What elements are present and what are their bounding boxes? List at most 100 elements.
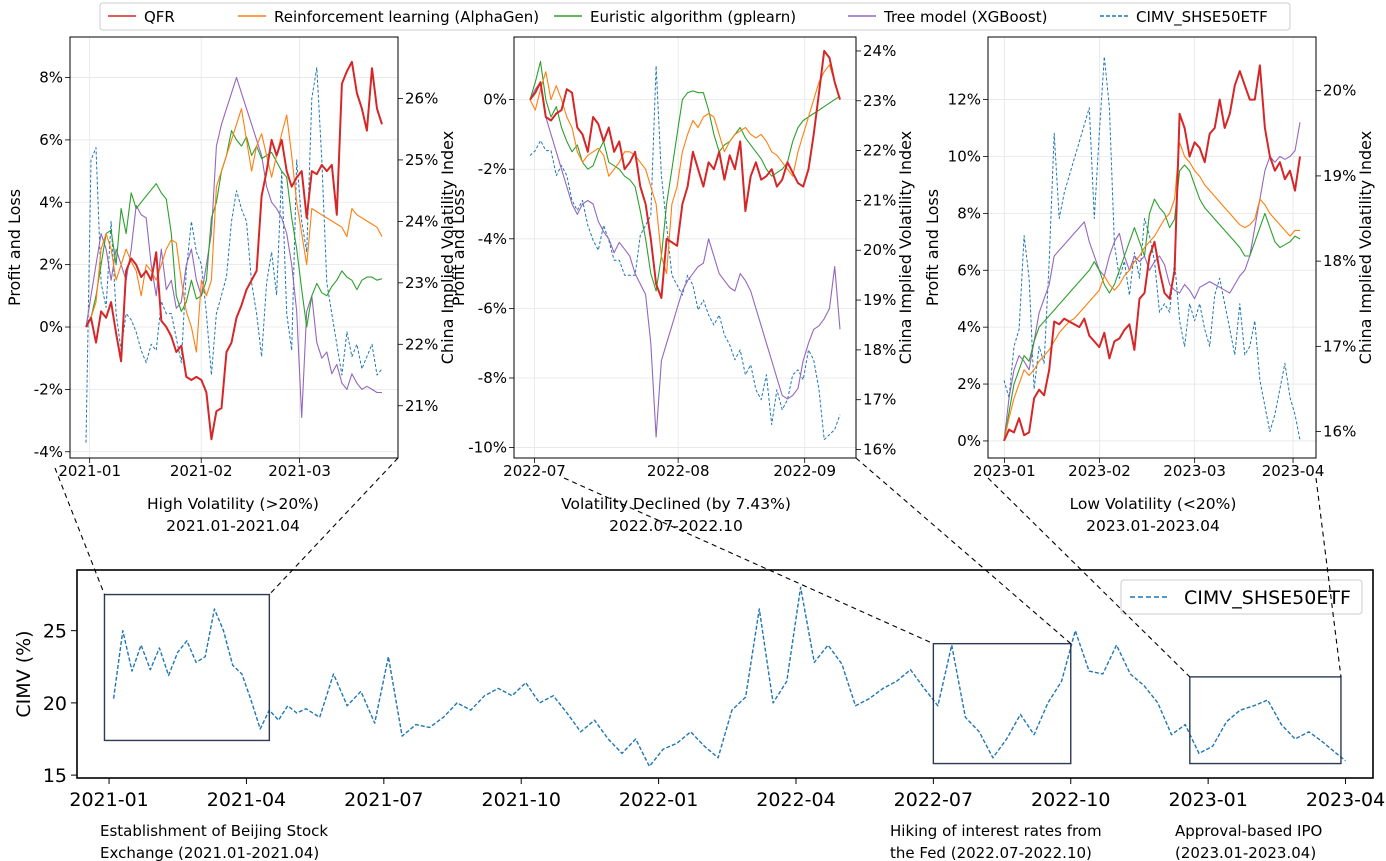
y2tick-label: 26%: [405, 89, 438, 107]
y2tick-label: 17%: [1323, 337, 1356, 355]
connector-right-1: [855, 457, 1072, 645]
panel-caption-title: High Volatility (>20%): [147, 495, 319, 513]
xtick-label: 2021-04: [207, 789, 286, 811]
legend-label-0: QFR: [144, 8, 175, 26]
annotation-line2-0: Exchange (2021.01-2021.04): [100, 844, 319, 861]
ytick-label: 0%: [39, 318, 63, 336]
xtick-label: 2022-08: [647, 462, 710, 480]
ytick-label: 8%: [957, 204, 981, 222]
xtick-label: 2022-07: [503, 462, 566, 480]
connector-right-2: [1315, 477, 1342, 677]
legend-label-3: Tree model (XGBoost): [883, 8, 1047, 26]
y2tick-label: 25%: [405, 151, 438, 169]
ytick-label: 4%: [39, 193, 63, 211]
series-line-0: [85, 60, 383, 441]
annotation-line1-1: Hiking of interest rates from: [890, 822, 1102, 840]
y2tick-label: 20%: [1323, 82, 1356, 100]
ytick-label: 2%: [39, 256, 63, 274]
y2tick-label: 19%: [863, 291, 896, 309]
panel-caption-title: Volatility Declined (by 7.43%): [561, 495, 791, 513]
y2tick-label: 23%: [863, 92, 896, 110]
ytick-label: 2%: [957, 375, 981, 393]
xtick-label: 2023-04: [1262, 462, 1325, 480]
y2label: China Implied Volatility Index: [896, 131, 915, 364]
highlight-box-0: [103, 593, 271, 742]
xtick-label: 2023-01: [1168, 789, 1247, 811]
connector-left-1: [563, 477, 934, 645]
xtick-label: 2022-04: [756, 789, 835, 811]
xtick-label: 2023-04: [1306, 789, 1385, 811]
ytick-label: -4%: [478, 230, 507, 248]
panel-volatility-declined: 0% -2% -4% -6% -8% -10% 24% 23% 22% 21% 20% 19% 18% 1…: [449, 36, 915, 535]
ylabel: CIMV (%): [13, 630, 35, 717]
xtick-label: 2021-03: [268, 462, 331, 480]
series-line-2: [85, 130, 383, 328]
y2label: China Implied Volatility Index: [1356, 131, 1375, 364]
ylabel: Profit and Loss: [449, 189, 468, 306]
ytick-label: -2%: [478, 160, 507, 178]
y2tick-label: 24%: [405, 212, 438, 230]
axes-frame: [76, 569, 1374, 779]
series-line-3: [529, 81, 841, 438]
ytick-label: -4%: [34, 443, 63, 461]
y2tick-label: 22%: [405, 335, 438, 353]
series-line-1: [1003, 141, 1300, 442]
y2tick-label: 16%: [1323, 423, 1356, 441]
ytick-label: 10%: [948, 147, 981, 165]
series-line-3: [1003, 122, 1301, 441]
panel-caption-range: 2021.01-2021.04: [166, 517, 300, 535]
ylabel: Profit and Loss: [5, 189, 24, 306]
y2tick-label: 17%: [863, 391, 896, 409]
ytick-label: -6%: [478, 299, 507, 317]
series-line-4: [85, 67, 383, 443]
panel-high-volatility: 8% 6% 4% 2% 0% -2% -4% 26% 25% 24% 23% 22% 21% 2021-0…: [5, 36, 457, 535]
xtick-label: 2021-07: [344, 789, 423, 811]
zoom-connectors: [54, 457, 1342, 678]
connector-right-0: [268, 457, 399, 595]
ytick-label: 25: [43, 621, 67, 643]
legend-label-1: Reinforcement learning (AlphaGen): [274, 8, 539, 26]
y2label: China Implied Volatility Index: [438, 131, 457, 364]
panel-low-volatility: 12% 10% 8% 6% 4% 2% 0% 20% 19% 18% 17% 16% 2023-01 20…: [923, 36, 1375, 535]
series-line-1: [529, 64, 841, 275]
highlight-box-1: [932, 642, 1072, 765]
y2tick-label: 21%: [863, 191, 896, 209]
series-line-0: [529, 49, 841, 299]
annotation-line1-2: Approval-based IPO: [1175, 822, 1322, 840]
y2tick-label: 24%: [863, 42, 896, 60]
legend: QFR Reinforcement learning (AlphaGen) Euri…: [99, 2, 1291, 31]
series-line-1: [85, 108, 383, 353]
xtick-label: 2022-07: [894, 789, 973, 811]
ytick-label: 20: [43, 693, 67, 715]
ytick-label: 0%: [483, 91, 507, 109]
y2tick-label: 19%: [1323, 167, 1356, 185]
ytick-label: -2%: [34, 380, 63, 398]
y2tick-label: 20%: [863, 241, 896, 259]
series-line-3: [85, 76, 382, 419]
xtick-label: 2022-10: [1031, 789, 1110, 811]
ytick-label: -8%: [478, 369, 507, 387]
series-line-0: [1003, 64, 1301, 442]
axes-frame: [69, 36, 399, 459]
legend-frame: [1120, 579, 1363, 615]
panel-caption-range: 2022.07-2022.10: [609, 517, 743, 535]
xtick-label: 2022-01: [619, 789, 698, 811]
annotation-line1-0: Establishment of Beijing Stock: [100, 822, 328, 840]
series-line-cimv: [112, 586, 1346, 768]
series-line-4: [1003, 56, 1301, 441]
ytick-label: -10%: [468, 439, 507, 457]
xtick-label: 2021-10: [482, 789, 561, 811]
y2tick-label: 16%: [863, 441, 896, 459]
y2tick-label: 18%: [1323, 252, 1356, 270]
ytick-label: 0%: [957, 432, 981, 450]
ylabel: Profit and Loss: [923, 189, 942, 306]
xtick-label: 2021-01: [69, 789, 148, 811]
series-line-2: [1003, 164, 1301, 441]
xtick-label: 2021-01: [58, 462, 121, 480]
ytick-label: 6%: [39, 131, 63, 149]
axes-frame: [513, 36, 857, 459]
y2tick-label: 23%: [405, 274, 438, 292]
panel-caption-title: Low Volatility (<20%): [1070, 495, 1237, 513]
